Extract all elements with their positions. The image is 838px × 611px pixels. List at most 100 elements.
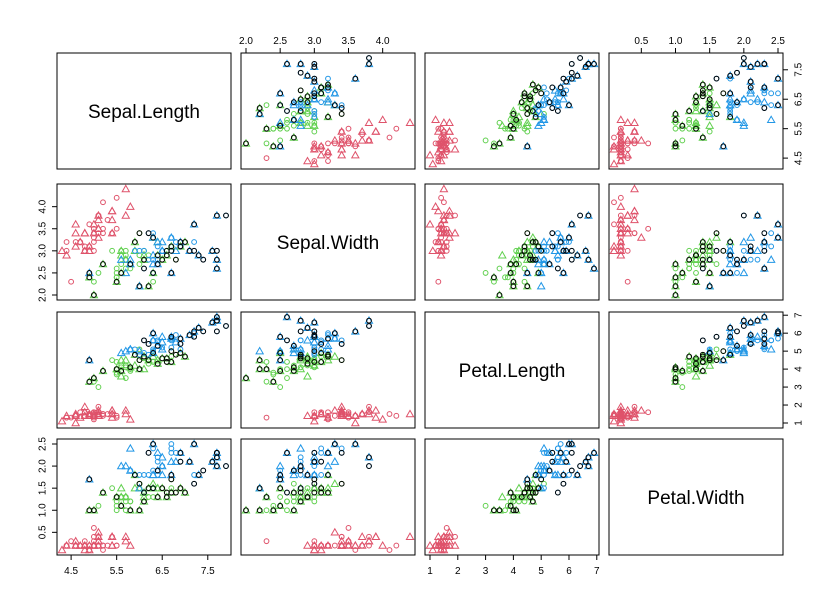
data-point-triangle xyxy=(539,94,549,103)
data-point-circle xyxy=(270,125,277,132)
data-point-circle xyxy=(136,366,143,373)
data-point-circle xyxy=(325,84,331,91)
data-point-circle xyxy=(297,108,304,114)
data-point-circle xyxy=(150,350,157,356)
data-point-circle xyxy=(734,346,740,353)
data-point-circle xyxy=(311,63,318,70)
data-point-circle xyxy=(546,261,553,267)
data-point-circle xyxy=(290,489,297,496)
data-point-triangle xyxy=(528,232,538,241)
data-point-triangle xyxy=(545,237,554,246)
data-point-circle xyxy=(95,533,102,540)
data-point-circle xyxy=(706,243,713,250)
data-point-circle xyxy=(338,412,345,419)
data-point-circle xyxy=(720,247,727,254)
data-point-circle xyxy=(591,265,597,272)
data-point-circle xyxy=(549,458,556,465)
data-point-triangle xyxy=(636,405,646,414)
data-point-circle xyxy=(386,411,393,417)
data-point-circle xyxy=(290,134,297,141)
data-point-circle xyxy=(131,472,138,478)
data-point-circle xyxy=(311,111,318,117)
data-point-circle xyxy=(727,350,734,356)
data-point-circle xyxy=(624,247,631,254)
data-point-circle xyxy=(263,538,270,545)
data-point-circle xyxy=(496,507,503,514)
data-point-triangle xyxy=(556,457,566,465)
data-point-circle xyxy=(297,102,304,109)
data-point-circle xyxy=(582,458,589,465)
data-point-circle xyxy=(263,507,270,514)
label-sepal-width: Sepal.Width xyxy=(277,233,379,254)
data-point-circle xyxy=(557,90,564,97)
data-point-circle xyxy=(504,274,511,281)
data-point-triangle xyxy=(121,184,131,193)
data-point-circle xyxy=(720,348,727,355)
data-point-triangle xyxy=(121,210,131,219)
data-point-triangle xyxy=(121,536,131,545)
data-point-circle xyxy=(706,355,713,362)
data-point-circle xyxy=(195,324,202,331)
data-point-circle xyxy=(100,367,106,374)
data-point-circle xyxy=(727,90,734,97)
data-point-circle xyxy=(432,542,439,549)
data-point-circle xyxy=(270,371,277,378)
data-point-circle xyxy=(706,256,713,263)
data-point-circle xyxy=(311,60,318,67)
data-point-circle xyxy=(482,270,489,276)
tick-label-y-sepal-length-5.5: 5.5 xyxy=(794,121,805,135)
data-point-circle xyxy=(311,113,318,120)
data-point-circle xyxy=(734,69,740,76)
data-point-triangle xyxy=(636,135,646,144)
data-point-circle xyxy=(557,84,564,91)
tick-label-y-sepal-width-3.0: 3.0 xyxy=(38,243,49,257)
data-point-circle xyxy=(366,323,372,329)
data-point-circle xyxy=(141,265,147,272)
data-point-circle xyxy=(699,247,706,254)
data-point-circle xyxy=(624,278,631,285)
data-point-circle xyxy=(118,502,125,509)
data-point-circle xyxy=(532,256,539,263)
data-point-circle xyxy=(122,494,129,500)
tick-label-x-petal-length-5: 5 xyxy=(538,566,544,577)
data-point-circle xyxy=(338,409,345,416)
data-point-circle xyxy=(510,278,517,285)
data-point-circle xyxy=(516,261,522,267)
data-point-circle xyxy=(131,346,138,353)
data-point-circle xyxy=(284,125,290,132)
data-point-triangle xyxy=(725,100,735,109)
data-point-circle xyxy=(168,348,175,355)
data-point-circle xyxy=(482,137,489,144)
data-point-circle xyxy=(617,194,624,201)
data-point-circle xyxy=(507,270,514,276)
data-point-circle xyxy=(518,494,525,500)
tick-label-y-sepal-width-4.0: 4.0 xyxy=(38,199,49,213)
data-point-circle xyxy=(693,364,699,371)
data-point-circle xyxy=(672,261,679,267)
data-point-circle xyxy=(213,247,220,254)
data-point-circle xyxy=(560,270,567,276)
data-point-triangle xyxy=(766,115,776,124)
data-point-circle xyxy=(284,119,290,126)
data-point-circle xyxy=(168,449,175,456)
tick-label-x-sepal-width-2.0: 2.0 xyxy=(239,36,253,47)
data-point-circle xyxy=(699,81,706,88)
data-point-circle xyxy=(693,93,699,100)
data-point-circle xyxy=(256,366,263,373)
data-point-circle xyxy=(263,366,270,373)
data-point-circle xyxy=(521,278,528,285)
data-point-circle xyxy=(566,234,572,241)
tick-label-x-petal-width-0.5: 0.5 xyxy=(634,36,648,47)
data-point-circle xyxy=(577,463,584,469)
data-point-triangle xyxy=(616,127,626,135)
data-point-circle xyxy=(145,360,152,367)
data-point-circle xyxy=(277,367,284,374)
data-point-circle xyxy=(510,111,517,117)
data-point-circle xyxy=(127,261,134,267)
data-point-circle xyxy=(325,414,331,421)
panel-frame-r1-c1 xyxy=(56,52,232,170)
panel-frame-r2-c3 xyxy=(424,183,600,301)
data-point-circle xyxy=(311,346,318,353)
data-point-circle xyxy=(338,128,345,135)
data-point-triangle xyxy=(405,532,415,540)
